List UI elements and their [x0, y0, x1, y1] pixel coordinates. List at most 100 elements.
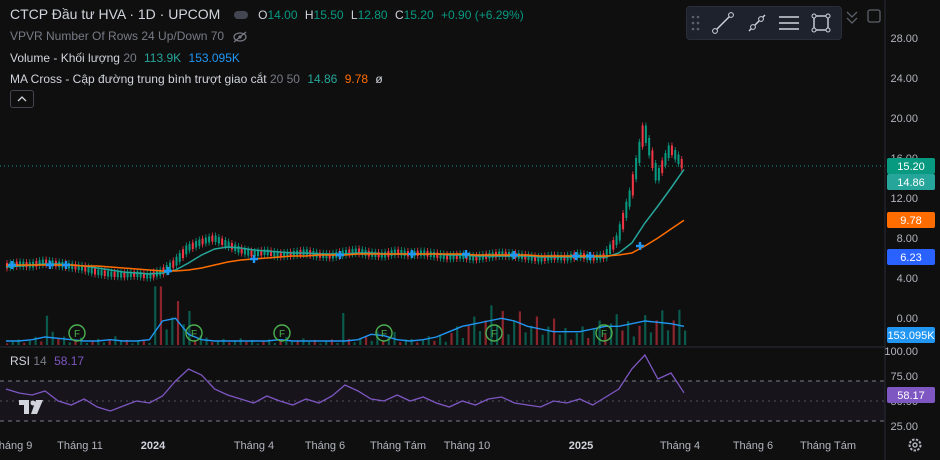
candle-body — [283, 252, 286, 258]
candle-body — [80, 265, 83, 271]
candle-body — [129, 271, 132, 277]
drag-handle-icon[interactable] — [689, 11, 703, 35]
line-tool-icon[interactable] — [711, 11, 735, 35]
rsi-tick-label: 100.00 — [884, 346, 918, 358]
eye-off-icon[interactable] — [233, 31, 248, 43]
price-tick-label: 20.00 — [890, 113, 918, 125]
ma-cross-legend[interactable]: MA Cross - Cập đường trung bình trượt gi… — [10, 72, 383, 86]
candle-body — [530, 255, 533, 261]
cross-marker — [572, 252, 580, 260]
symbol-legend: CTCP Đầu tư HVA · 1D · UPCOM O14.00 H15.… — [10, 6, 524, 22]
volume-value: 113.9K — [144, 51, 182, 65]
time-axis-label: Tháng 10 — [444, 440, 490, 452]
fundamental-marker — [595, 324, 613, 342]
candle-body — [168, 262, 171, 270]
volume-bar — [638, 325, 641, 345]
fundamental-marker-label: F — [74, 329, 80, 340]
volume-bar — [518, 311, 521, 345]
volume-bar — [404, 339, 408, 345]
ma-cross-params: 20 50 — [269, 72, 300, 86]
candle-body — [100, 270, 103, 276]
status-dot — [234, 11, 249, 20]
candle-body — [175, 256, 178, 266]
candle-body — [38, 260, 41, 266]
ma-extra: ø — [375, 72, 383, 86]
volume-legend[interactable]: Volume - Khối lượng 20 113.9K 153.095K — [10, 51, 240, 65]
symbol-title[interactable]: CTCP Đầu tư HVA · 1D · UPCOM — [10, 6, 221, 22]
ma-fast-value: 14.86 — [307, 72, 338, 86]
candle-body — [19, 261, 22, 267]
rectangle-tool-icon[interactable] — [809, 11, 833, 35]
last-price-badge — [887, 158, 935, 174]
volume-bar — [684, 330, 687, 345]
rsi-value: 58.17 — [54, 354, 85, 368]
cross-marker — [336, 251, 344, 259]
candle-body — [74, 264, 77, 270]
price-tick-label: 8.00 — [897, 233, 918, 245]
candle-body — [142, 272, 145, 278]
volume-bar — [119, 340, 123, 345]
parallel-channel-icon[interactable] — [777, 11, 801, 35]
candle-body — [618, 224, 621, 241]
price-tick-label: 28.00 — [890, 33, 918, 45]
price-pane — [5, 122, 685, 282]
volume-bar — [410, 338, 413, 345]
volume-bar — [478, 331, 482, 345]
candle-body — [651, 150, 654, 168]
candle-body — [243, 248, 246, 255]
cross-marker — [408, 250, 416, 258]
candle-body — [605, 249, 608, 259]
candle-body — [263, 249, 266, 255]
volume-bar — [336, 342, 339, 345]
rsi-legend[interactable]: RSI 14 58.17 — [10, 354, 84, 368]
ma-fast-line — [5, 168, 685, 275]
collapse-icon[interactable] — [842, 6, 862, 26]
ma-cross-label: MA Cross - Cập đường trung bình trượt gi… — [10, 72, 267, 86]
volume-bar — [382, 340, 385, 345]
candle-body — [35, 261, 38, 267]
time-axis-label: Tháng 4 — [660, 440, 700, 452]
tradingview-logo-icon[interactable] — [18, 398, 44, 416]
candle-body — [107, 271, 110, 277]
candle-body — [345, 250, 347, 256]
time-axis: tháng 9 Tháng 11 2024 Tháng 4 Tháng 6 Tháng T… — [0, 440, 856, 452]
candle-body — [419, 250, 422, 256]
price-tick-label: 12.00 — [890, 193, 918, 205]
settings-gear-icon[interactable] — [906, 436, 924, 454]
vpvr-legend[interactable]: VPVR Number Of Rows 24 Up/Down 70 — [10, 29, 248, 43]
chevron-up-icon — [17, 96, 27, 102]
cross-marker — [46, 261, 54, 269]
volume-bar — [11, 341, 14, 345]
rsi-tick-label: 75.00 — [890, 371, 918, 383]
candle-body — [455, 253, 458, 259]
close-label: C — [394, 8, 404, 22]
collapse-legend-button[interactable] — [10, 90, 34, 108]
candle-body — [286, 251, 289, 257]
candle-body — [462, 253, 465, 259]
volume-bar — [347, 338, 351, 345]
volume-bar — [216, 340, 220, 345]
volume-bar — [564, 328, 567, 345]
candle-body — [622, 213, 625, 230]
volume-bar — [467, 325, 470, 345]
volume-bar — [661, 310, 664, 345]
candle-body — [397, 249, 400, 255]
volume-bar — [307, 341, 311, 345]
high-value: 15.50 — [313, 8, 344, 22]
time-axis-label: tháng 9 — [0, 440, 32, 452]
volume-bar — [461, 338, 464, 345]
volume-bar — [62, 336, 66, 345]
volume-bar — [199, 335, 202, 345]
cross-marker — [586, 252, 594, 260]
candle-body — [94, 268, 97, 275]
candle-body — [468, 254, 471, 260]
candle-body — [348, 249, 351, 255]
restore-icon[interactable] — [864, 6, 884, 26]
candle-body — [214, 235, 217, 242]
candle-body — [113, 271, 116, 277]
volume-bar — [108, 340, 111, 345]
candle-body — [191, 242, 194, 249]
candle-body — [638, 141, 641, 163]
ray-tool-icon[interactable] — [745, 11, 769, 35]
